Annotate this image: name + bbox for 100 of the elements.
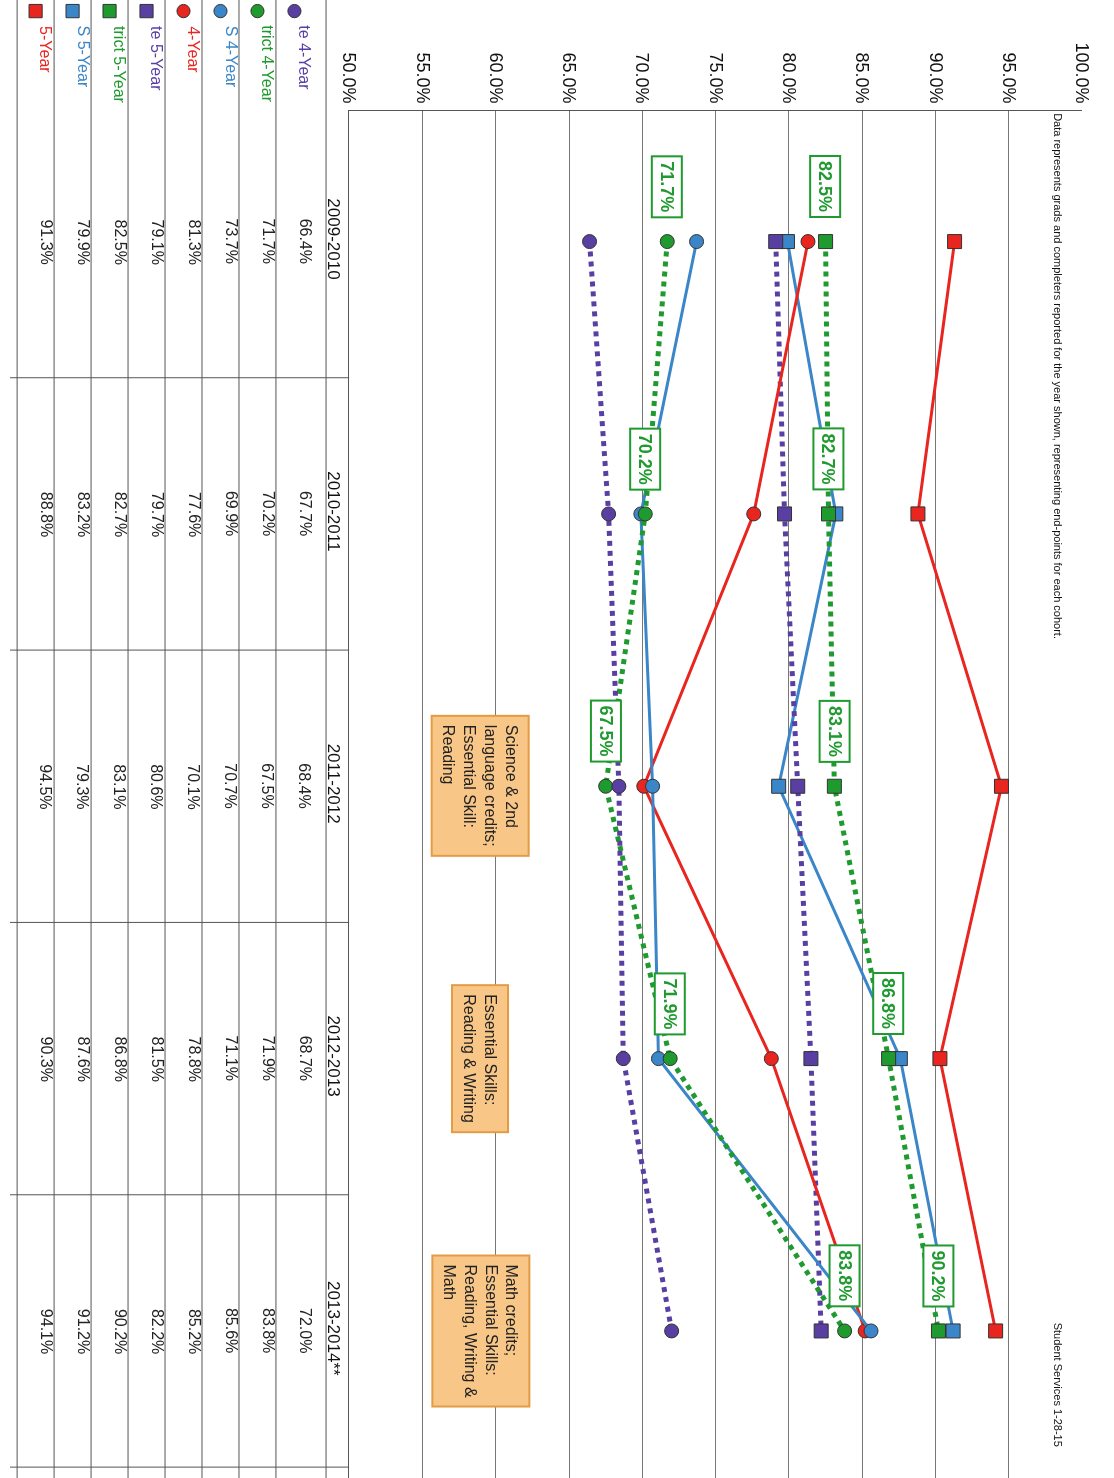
- legend-label: te 4-Year: [296, 25, 314, 91]
- data-label: 79.9%: [74, 219, 92, 265]
- data-label: 83.1%: [111, 764, 129, 810]
- data-label: 86.8%: [111, 1036, 129, 1082]
- data-label: 82.5%: [111, 219, 129, 265]
- point: [768, 234, 784, 250]
- x-tick-label: 100.0%: [1072, 42, 1093, 104]
- y-tick-label: 2010-2011: [323, 471, 343, 552]
- point: [803, 1051, 819, 1067]
- point: [645, 778, 661, 794]
- point: [650, 1051, 666, 1067]
- point: [601, 506, 617, 522]
- point: [763, 1051, 779, 1067]
- legend-label: te 5-Year: [148, 26, 166, 92]
- data-label: 94.5%: [37, 764, 55, 810]
- point: [659, 234, 675, 250]
- data-label: 81.5%: [148, 1036, 166, 1082]
- y-tick-label: 2012-2013: [323, 1015, 343, 1097]
- data-label: 69.9%: [222, 490, 240, 537]
- data-label: 77.6%: [185, 491, 203, 538]
- annotation: 70.2%: [635, 433, 656, 485]
- point: [993, 778, 1009, 794]
- point: [947, 234, 963, 250]
- point: [615, 1051, 631, 1067]
- data-label: 70.1%: [185, 764, 203, 810]
- data-label: 71.9%: [259, 1035, 277, 1082]
- point: [881, 1051, 897, 1067]
- data-label: 73.7%: [222, 218, 240, 264]
- x-tick-label: 55.0%: [412, 52, 433, 104]
- x-tick-label: 60.0%: [485, 52, 506, 104]
- point: [662, 1051, 678, 1067]
- point: [863, 1323, 879, 1339]
- annotation: 86.8%: [878, 977, 899, 1030]
- annotation: 82.5%: [815, 160, 836, 213]
- data-label: 68.7%: [296, 1035, 314, 1082]
- point: [689, 234, 705, 250]
- point: [910, 506, 926, 522]
- annotation: 90.2%: [928, 1250, 949, 1302]
- data-label: 68.4%: [296, 763, 314, 809]
- annotation: 83.8%: [834, 1250, 855, 1302]
- data-label: 87.6%: [74, 1036, 92, 1082]
- annotation: 71.9%: [659, 978, 680, 1030]
- data-label: 71.1%: [222, 1035, 240, 1081]
- data-label: 70.7%: [222, 763, 240, 809]
- data-label: 79.7%: [148, 491, 166, 538]
- x-tick-label: 85.0%: [852, 52, 873, 104]
- data-label: 70.2%: [259, 490, 277, 537]
- x-tick-label: 70.0%: [632, 52, 653, 104]
- data-label: 88.8%: [38, 491, 56, 538]
- y-tick-label: 2009-2010: [323, 198, 343, 280]
- point: [582, 234, 598, 250]
- point: [837, 1323, 853, 1339]
- data-label: 91.3%: [37, 219, 55, 265]
- data-label: 83.2%: [74, 491, 92, 538]
- annotation: 82.7%: [818, 433, 839, 485]
- legend-label: S 5-Year: [74, 25, 92, 88]
- data-label: 83.8%: [259, 1307, 277, 1354]
- legend-label: 5-Year: [37, 26, 55, 74]
- legend-label: trict 5-Year: [111, 26, 129, 104]
- point: [611, 778, 627, 794]
- data-label: 94.1%: [38, 1308, 56, 1355]
- data-label: 85.2%: [185, 1308, 203, 1355]
- data-label: 67.7%: [296, 490, 314, 537]
- data-label: 78.8%: [185, 1036, 203, 1082]
- annotation: Student Services 1-28-15: [1052, 1322, 1065, 1447]
- point: [800, 234, 816, 250]
- x-tick-label: 80.0%: [779, 52, 800, 104]
- annotation: Essential Skills: Reading & Writing: [461, 994, 500, 1123]
- data-label: 71.7%: [259, 218, 277, 264]
- data-label: 81.3%: [185, 219, 203, 265]
- point: [746, 506, 762, 522]
- data-label: 72.0%: [296, 1308, 314, 1354]
- point: [771, 778, 787, 794]
- data-label: 79.3%: [74, 764, 92, 810]
- legend-label: 4-Year: [185, 26, 203, 74]
- point: [777, 506, 793, 522]
- annotation: 83.1%: [824, 705, 845, 757]
- data-label: 67.5%: [259, 763, 277, 809]
- data-label: 82.7%: [111, 491, 129, 538]
- point: [790, 778, 806, 794]
- point: [826, 778, 842, 794]
- data-label: 79.1%: [148, 219, 166, 265]
- legend-label: trict 4-Year: [259, 25, 277, 103]
- data-label: 90.2%: [111, 1308, 129, 1355]
- annotation: 67.5%: [595, 705, 616, 757]
- annotation: Math credits; Essential Skills: Reading, Writing & Math: [440, 1264, 521, 1398]
- point: [664, 1323, 680, 1339]
- point: [821, 506, 837, 522]
- x-tick-label: 90.0%: [925, 52, 946, 104]
- data-label: 80.6%: [148, 764, 166, 810]
- point: [818, 234, 834, 250]
- annotation: Data represents grads and completers reported for the year shown, representing end-points for each cohort.: [1051, 113, 1064, 639]
- data-label: 91.2%: [75, 1308, 93, 1355]
- point: [930, 1323, 946, 1339]
- y-tick-label: 2013-2014**: [323, 1281, 343, 1377]
- x-tick-label: 65.0%: [559, 52, 580, 104]
- data-label: 66.4%: [296, 218, 314, 265]
- point: [932, 1051, 948, 1067]
- data-label: 90.3%: [37, 1036, 55, 1082]
- annotation: Science & 2nd language credits; Essential Skill: Reading: [440, 724, 520, 847]
